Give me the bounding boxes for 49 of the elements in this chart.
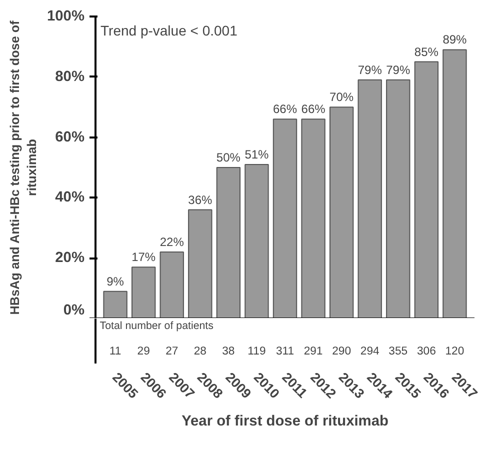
x-axis-title: Year of first dose of rituximab: [182, 414, 388, 430]
text: 306: [416, 346, 436, 358]
bar: [329, 106, 354, 318]
data-label: 79%: [386, 62, 410, 77]
bar: [160, 252, 184, 318]
text: 28: [194, 346, 206, 358]
bar: [103, 290, 128, 318]
text: 29: [137, 346, 150, 358]
text: 294: [360, 346, 380, 358]
text: 355: [388, 346, 408, 358]
text: 290: [332, 346, 352, 358]
bar: [301, 118, 326, 318]
y-tick-label: 40%: [55, 190, 85, 206]
text: 311: [276, 346, 294, 358]
bar: [414, 61, 439, 318]
text: 120: [445, 346, 464, 358]
y-tick-label: 80%: [55, 68, 85, 85]
text: Total number of patients: [100, 320, 214, 332]
text: 38: [222, 346, 235, 358]
data-label: 66%: [301, 102, 326, 116]
bar: [272, 118, 298, 318]
data-label: 70%: [330, 90, 354, 104]
y-tick-label: 0%: [63, 302, 85, 318]
data-label: 36%: [188, 192, 212, 207]
data-label: 22%: [160, 235, 184, 250]
bar: [244, 164, 269, 318]
bar: [386, 79, 410, 318]
data-label: 17%: [132, 250, 156, 264]
bar: [188, 209, 212, 318]
y-axis-title: HBsAg and Anti-HBc testing prior to first dose of rituximab: [8, 20, 40, 315]
bar: [131, 266, 156, 318]
text: 11: [109, 346, 122, 358]
y-tick-label: 60%: [55, 129, 85, 146]
data-label: 79%: [358, 62, 382, 77]
data-label: 85%: [414, 44, 439, 59]
annotation: Trend p-value < 0.001: [100, 22, 238, 38]
data-label: 89%: [442, 32, 468, 47]
data-label: 9%: [106, 274, 124, 288]
y-tick-label: 100%: [47, 8, 85, 24]
bar: [216, 167, 241, 318]
data-label: 66%: [272, 102, 298, 116]
text: 291: [304, 346, 323, 358]
y-tick-label: 20%: [55, 250, 85, 266]
bar: [442, 49, 467, 318]
text: 119: [248, 346, 266, 358]
bar: [358, 79, 382, 318]
data-label: 51%: [244, 147, 270, 162]
text: 27: [166, 346, 178, 358]
data-label: 50%: [216, 150, 241, 164]
